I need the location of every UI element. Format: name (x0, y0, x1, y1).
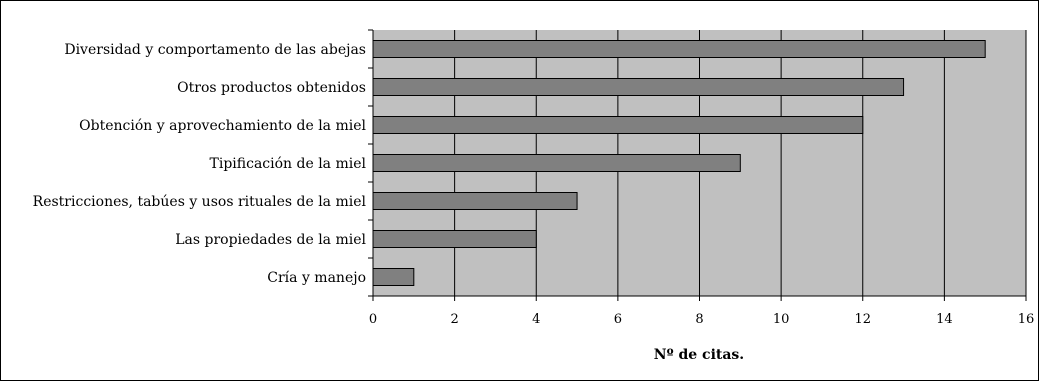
bar-7 (372, 268, 415, 286)
category-labels: Diversidad y comportamento de las abejas… (33, 42, 367, 286)
x-tick-label-12: 12 (854, 312, 871, 327)
x-tick-label-6: 6 (614, 312, 622, 327)
x-tick-label-8: 8 (695, 312, 703, 327)
bar-4 (372, 154, 741, 172)
x-tick-label-4: 4 (532, 312, 540, 327)
x-tick-labels: 0 2 4 6 8 10 12 14 16 (369, 312, 1034, 327)
category-label-5: Restricciones, tabúes y usos rituales de… (33, 194, 367, 210)
category-label-4: Tipificación de la miel (210, 156, 367, 172)
bar-2 (372, 78, 905, 96)
category-label-1: Diversidad y comportamento de las abejas (64, 42, 366, 58)
category-label-2: Otros productos obtenidos (177, 80, 366, 96)
bar-6 (372, 230, 537, 248)
x-axis-title: Nº de citas. (654, 347, 744, 363)
x-tick-label-14: 14 (936, 312, 953, 327)
bar-1 (372, 40, 986, 58)
bars (372, 40, 986, 286)
x-tick-label-16: 16 (1018, 312, 1035, 327)
bar-3 (372, 116, 864, 134)
category-label-7: Cría y manejo (267, 270, 366, 286)
category-label-3: Obtención y aprovechamiento de la miel (79, 118, 366, 134)
axes (368, 29, 1027, 301)
x-tick-label-0: 0 (369, 312, 377, 327)
x-tick-label-10: 10 (773, 312, 790, 327)
bar-5 (372, 192, 578, 210)
x-tick-label-2: 2 (450, 312, 458, 327)
category-label-6: Las propiedades de la miel (175, 232, 366, 248)
